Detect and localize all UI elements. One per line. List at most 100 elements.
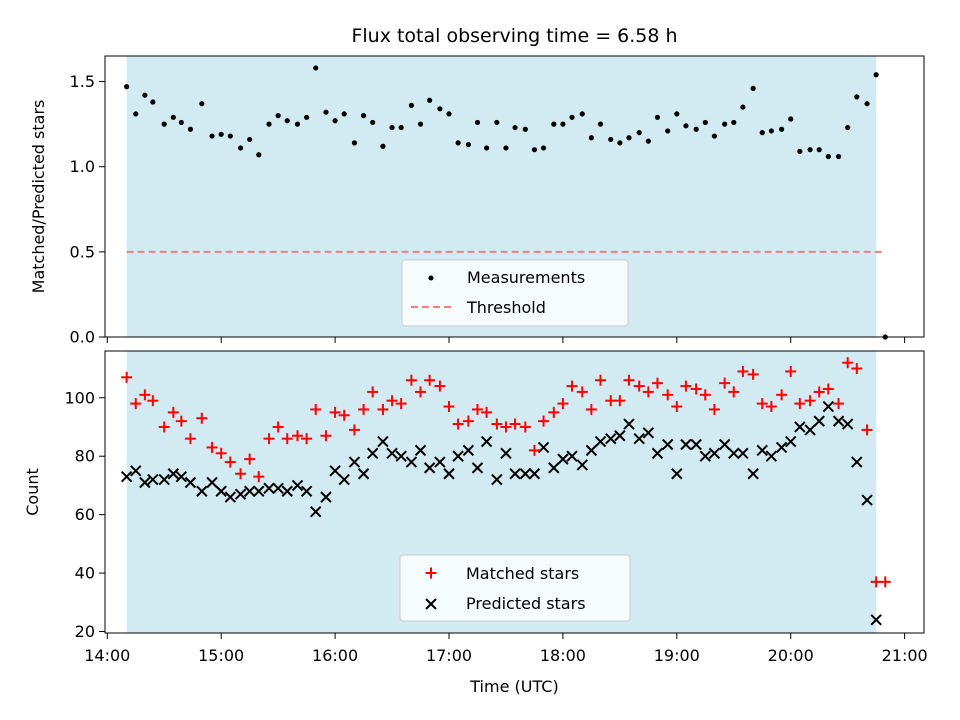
x-stroke [310,506,322,518]
predicted-star-point [167,468,180,480]
measurement-point [569,114,575,120]
matched-star-point [329,406,341,418]
predicted-star-point [651,447,664,459]
legend-matched-marker [425,567,437,579]
measurement-point [266,121,272,127]
measurement-point [178,119,184,126]
matched-star-point [833,398,845,410]
matched-star-point [642,386,654,398]
predicted-star-point [234,488,247,500]
matched-star-point [434,380,446,392]
predicted-star-point [680,438,692,451]
matched-star-point [879,576,891,588]
x-stroke [557,453,569,465]
x-stroke [120,470,133,483]
x-stroke [175,470,188,483]
measurement-point [825,153,831,160]
matched-star-point [851,363,863,375]
predicted-star-point [804,424,816,436]
x-stroke [737,447,749,459]
measurement-point [531,147,538,153]
predicted-star-point [377,435,389,448]
x-stroke [519,468,532,480]
y-tick-label: 0.0 [70,328,95,347]
top-x-ticks [106,337,906,343]
predicted-star-point [861,494,873,506]
predicted-star-point [348,456,361,468]
legend-predicted-label: Predicted stars [466,594,586,613]
matched-star-point [566,380,578,392]
matched-star-point [272,421,284,433]
measurement-point [332,118,338,124]
matched-star-point [386,395,398,407]
legend-measurements-label: Measurements [467,268,585,287]
x-tick-label: 14:00 [84,646,130,665]
predicted-star-point [756,444,768,457]
legend-threshold-label: Threshold [466,298,546,317]
x-tick-label: 19:00 [654,646,700,665]
x-stroke [434,456,446,468]
measurement-point [133,111,139,117]
matched-star-point [861,424,873,436]
predicted-star-point [690,438,702,451]
matched-star-point [585,403,597,415]
predicted-star-point [500,447,512,459]
matched-star-point [509,418,521,430]
measurement-point [437,106,443,112]
top-legend-box [401,259,629,327]
predicted-star-point [718,438,731,451]
predicted-star-point [386,447,398,459]
predicted-star-point [291,479,304,492]
x-stroke [320,491,332,503]
predicted-star-point [462,444,475,457]
predicted-star-point [414,444,427,457]
x-stroke [794,421,806,433]
x-stroke [224,491,237,503]
predicted-star-point [765,450,778,462]
predicted-star-point [509,468,521,480]
x-stroke [813,415,825,427]
star-count-panel: 20 40 60 80 100 14:00 15:00 16:00 17:00 18:00 19:… [23,350,928,696]
measurement-point [389,124,395,131]
x-axis-label: Time (UTC) [469,677,558,696]
predicted-star-point [557,453,569,465]
x-stroke [243,485,256,497]
y-tick-label: 60 [75,505,95,524]
matched-star-point [121,371,133,383]
matched-star-point [175,415,187,427]
x-stroke [348,456,361,468]
top-legend: Measurements Threshold [401,259,629,327]
x-stroke [690,438,702,451]
x-stroke [661,438,674,451]
flux-ratio-panel: 0.0 0.5 1.0 1.5 Flux total observing time =… [29,25,925,347]
matched-star-point [557,398,569,410]
x-stroke [509,468,521,480]
measurement-point [579,111,585,117]
x-stroke [500,447,512,459]
matched-star-point [424,374,436,386]
predicted-star-point [224,491,237,503]
measurement-point [474,119,481,126]
matched-star-point [519,421,531,433]
x-stroke [462,444,475,457]
x-stroke [167,468,180,480]
matched-star-point [538,415,550,427]
x-stroke [785,435,797,448]
measurement-point [750,85,756,91]
measurement-points [124,65,888,340]
predicted-star-point [870,614,882,626]
bottom-legend-box [399,554,631,622]
x-stroke [708,447,721,459]
predicted-star-point [605,432,617,445]
x-stroke [206,476,218,489]
measurement-point [187,126,194,132]
x-stroke [841,418,854,430]
measurement-point [218,131,224,137]
measurement-point [636,130,642,136]
predicted-star-point [832,415,845,427]
measurement-point [588,135,594,141]
matched-star-point [206,441,218,453]
x-stroke [291,479,304,492]
x-stroke [139,476,151,489]
predicted-star-point [491,473,503,486]
